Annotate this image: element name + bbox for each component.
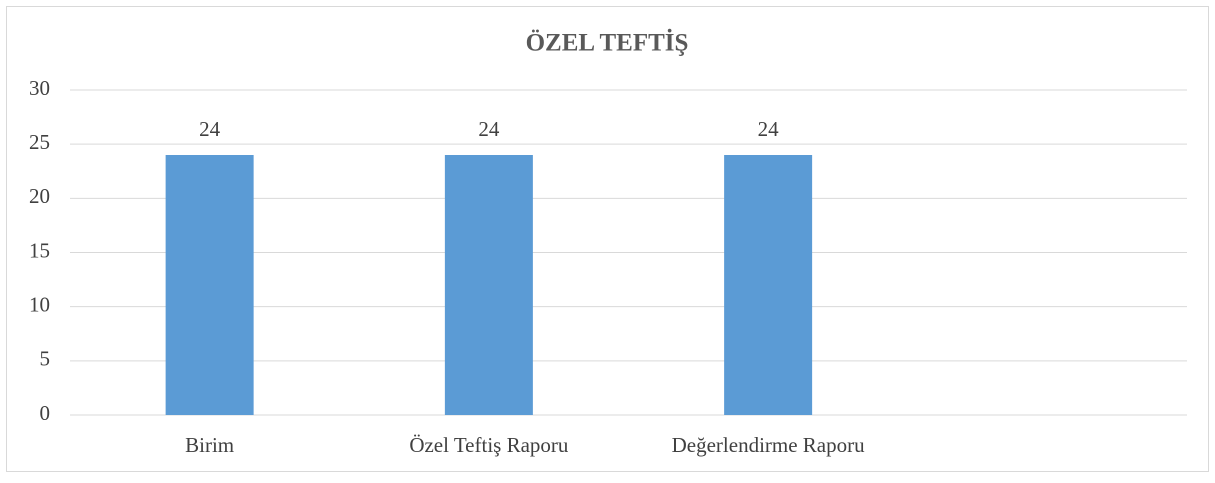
y-tick-label: 30 <box>29 76 50 100</box>
data-label: 24 <box>199 117 221 141</box>
bar <box>444 155 533 415</box>
x-tick-label: Birim <box>185 433 234 457</box>
data-label: 24 <box>478 117 500 141</box>
y-tick-label: 20 <box>29 184 50 208</box>
bar <box>165 155 254 415</box>
data-label: 24 <box>758 117 780 141</box>
x-tick-label: Özel Teftiş Raporu <box>409 433 569 457</box>
y-tick-label: 0 <box>40 401 51 425</box>
y-tick-label: 15 <box>29 238 50 262</box>
y-tick-label: 5 <box>40 347 51 371</box>
x-tick-label: Değerlendirme Raporu <box>672 433 866 457</box>
chart-title: ÖZEL TEFTİŞ <box>526 29 689 57</box>
bar <box>724 155 813 415</box>
y-tick-label: 10 <box>29 292 50 316</box>
y-tick-label: 25 <box>29 130 50 154</box>
